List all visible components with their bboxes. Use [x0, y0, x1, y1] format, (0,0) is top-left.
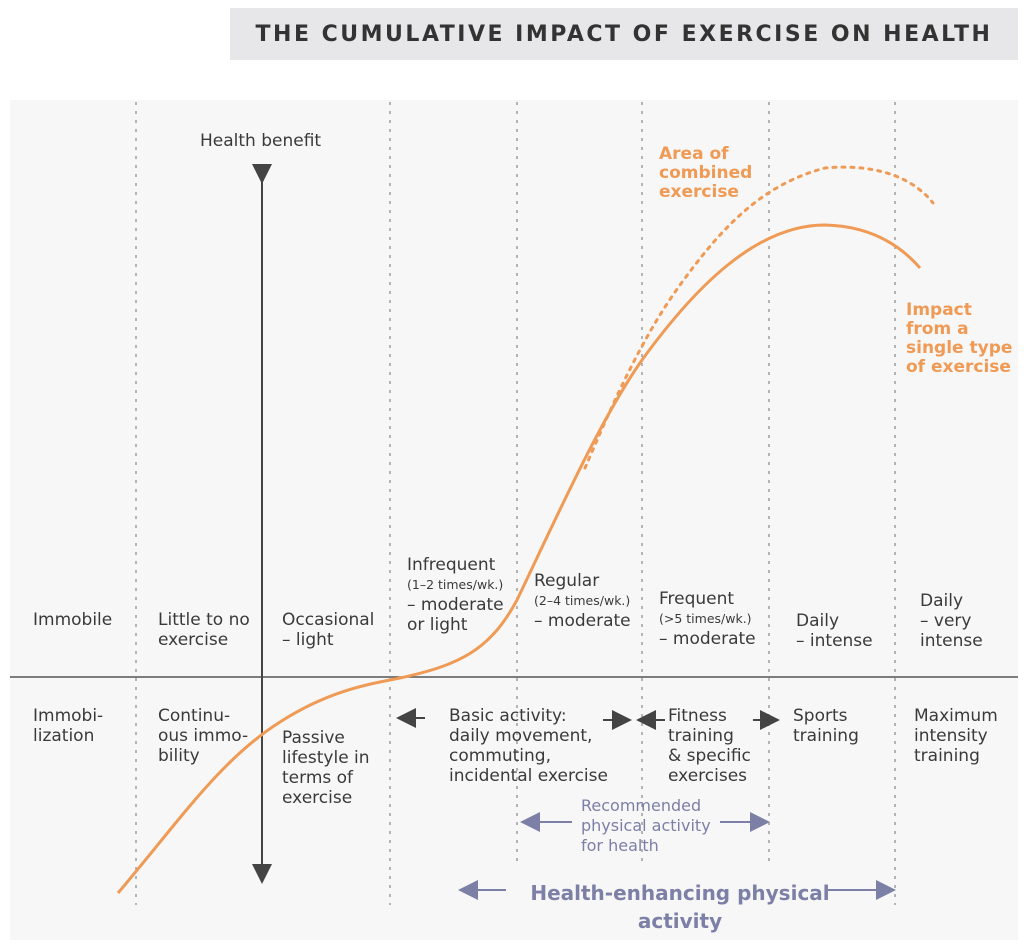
- label-line: – very: [920, 611, 972, 631]
- label-line: & specific: [668, 746, 751, 766]
- level-infrequent: Infrequent (1–2 times/wk.) – moderate or li…: [407, 555, 504, 635]
- label-line: terms of: [282, 768, 354, 788]
- label-line: or light: [407, 615, 468, 635]
- legend-line: combined: [659, 163, 753, 183]
- label-line: Frequent: [659, 589, 735, 609]
- label-line: exercise: [158, 630, 229, 650]
- label-line: Health-enhancing physical: [530, 881, 830, 905]
- legend-line: Impact: [906, 300, 972, 320]
- label-line: Little to no: [158, 610, 250, 630]
- label-line: activity: [637, 909, 723, 933]
- label-line: (>5 times/wk.): [659, 611, 752, 626]
- legend-line: single type: [906, 338, 1013, 358]
- label-line: daily movement,: [449, 726, 593, 746]
- label-line: exercise: [282, 788, 353, 808]
- diagram-panel: [10, 100, 1018, 940]
- label-line: Occasional: [282, 610, 375, 630]
- label-line: Recommended: [581, 796, 702, 815]
- label-line: intensity: [914, 726, 988, 746]
- type-immobilization: Immobi-lization: [33, 706, 103, 746]
- label-line: – moderate: [534, 611, 631, 631]
- label-line: for health: [581, 836, 659, 855]
- label-line: incidental exercise: [449, 766, 608, 786]
- label-line: Infrequent: [407, 555, 496, 575]
- combined-exercise-curve: [583, 165, 935, 470]
- level-frequent: Frequent (>5 times/wk.) – moderate: [659, 589, 756, 649]
- label-line: training: [793, 726, 859, 746]
- label-line: Immobi-: [33, 706, 104, 726]
- label-line: Daily: [796, 611, 840, 631]
- level-daily-very-intense: Daily – very intense: [920, 591, 983, 651]
- label-line: – intense: [796, 631, 873, 651]
- legend-line: Area of: [659, 144, 729, 164]
- label-line: physical activity: [581, 816, 711, 835]
- label-line: – moderate: [659, 629, 756, 649]
- diagram-title: THE CUMULATIVE IMPACT OF EXERCISE ON HEA…: [230, 8, 1018, 60]
- axis-label: Health benefit: [200, 131, 322, 151]
- label-line: training: [914, 746, 980, 766]
- type-basic-activity: Basic activity: daily movement, commuting,…: [449, 706, 608, 786]
- label-line: ous immo-: [158, 726, 249, 746]
- label-line: – light: [282, 630, 334, 650]
- label-line: (1–2 times/wk.): [407, 577, 504, 592]
- label-line: Maximum: [914, 706, 998, 726]
- health-enhancing-label: Health-enhancing physical activity: [520, 879, 840, 935]
- label-line: Basic activity:: [449, 706, 567, 726]
- type-fitness-training: Fitness training & specific exercises: [668, 706, 751, 786]
- level-occasional: Occasional – light: [282, 610, 374, 650]
- label-line: Passive: [282, 728, 345, 748]
- label-line: Daily: [920, 591, 964, 611]
- level-immobile: Immobile: [33, 610, 112, 630]
- type-continuous-immobility: Continu-ous immo-bility: [158, 706, 248, 766]
- level-daily-intense: Daily – intense: [796, 611, 873, 651]
- label-line: – moderate: [407, 595, 504, 615]
- legend-combined: Area of combined exercise: [659, 145, 752, 202]
- label-line: Regular: [534, 571, 600, 591]
- label-line: bility: [158, 746, 200, 766]
- legend-single: Impact from a single type of exercise: [906, 301, 1012, 377]
- type-maximum-intensity: Maximum intensity training: [914, 706, 998, 766]
- label-line: lization: [33, 726, 95, 746]
- label-line: Fitness: [668, 706, 727, 726]
- label-line: intense: [920, 631, 983, 651]
- label-line: exercises: [668, 766, 748, 786]
- label-line: Continu-: [158, 706, 231, 726]
- single-exercise-curve: [116, 223, 922, 894]
- label-line: lifestyle in: [282, 748, 370, 768]
- label-line: Immobile: [33, 610, 113, 630]
- level-little: Little to no exercise: [158, 610, 250, 650]
- label-line: training: [668, 726, 734, 746]
- label-line: (2–4 times/wk.): [534, 593, 631, 608]
- type-passive-lifestyle: Passive lifestyle in terms of exercise: [282, 728, 370, 808]
- label-line: Sports: [793, 706, 848, 726]
- legend-line: exercise: [659, 182, 739, 202]
- level-regular: Regular (2–4 times/wk.) – moderate: [534, 571, 631, 631]
- recommended-activity-label: Recommended physical activity for health: [581, 796, 711, 856]
- label-line: commuting,: [449, 746, 551, 766]
- column-dividers: [135, 102, 896, 905]
- type-sports-training: Sports training: [793, 706, 859, 746]
- legend-line: from a: [906, 319, 969, 339]
- legend-line: of exercise: [906, 357, 1011, 377]
